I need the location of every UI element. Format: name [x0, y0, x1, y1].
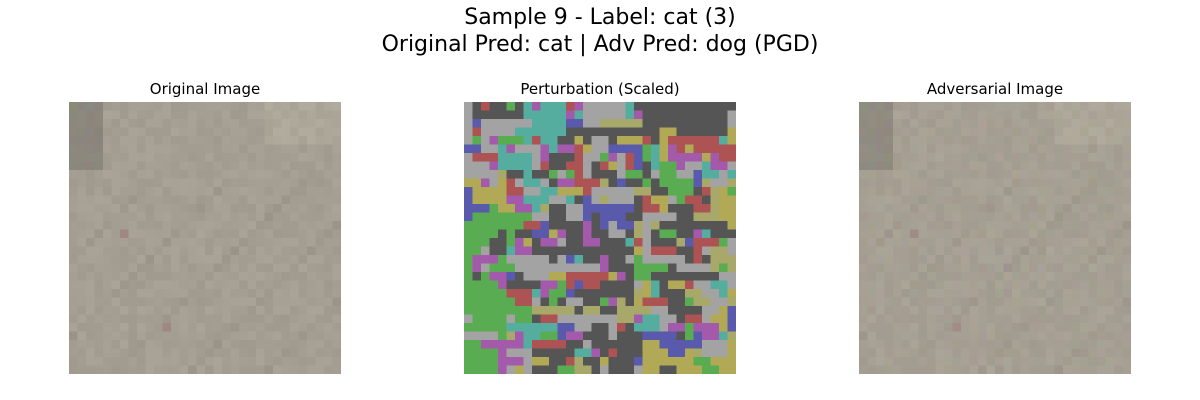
- adversarial-image-pixels: [859, 102, 1131, 374]
- perturbation-pixels: [464, 102, 736, 374]
- original-image: [69, 102, 341, 374]
- figure-title-line-2: Original Pred: cat | Adv Pred: dog (PGD): [381, 32, 819, 57]
- original-image-pixels: [69, 102, 341, 374]
- perturbation-image: [464, 102, 736, 374]
- adversarial-image-title: Adversarial Image: [926, 80, 1064, 98]
- adversarial-image: [859, 102, 1131, 374]
- figure-title-line-1: Sample 9 - Label: cat (3): [464, 5, 736, 30]
- perturbation-title: Perturbation (Scaled): [520, 80, 680, 98]
- original-image-title: Original Image: [149, 80, 261, 98]
